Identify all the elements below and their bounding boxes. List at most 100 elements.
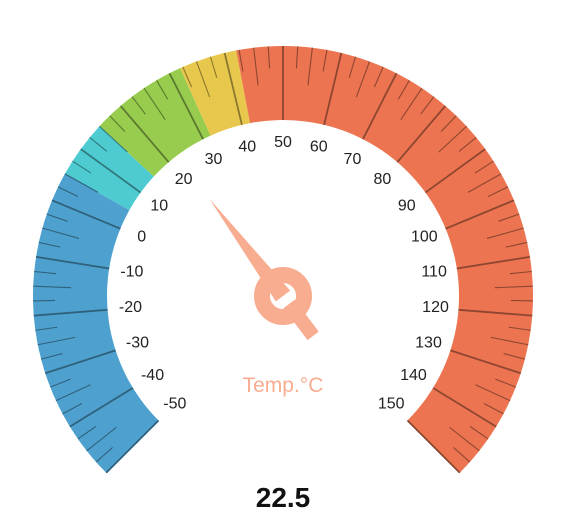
minor-tick: [322, 49, 328, 72]
tick-label: -20: [119, 299, 142, 316]
minor-tick: [77, 425, 97, 440]
minor-tick: [449, 426, 480, 452]
gauge-tick-labels: -50 -40 -30 -20 -10 010 20 30 40 50 60 70 80 90 100 110…: [119, 134, 449, 412]
major-tick: [35, 256, 110, 270]
tick-label: 60: [310, 138, 328, 155]
major-tick: [80, 148, 142, 194]
minor-tick: [72, 160, 92, 174]
minor-tick: [195, 61, 211, 98]
minor-tick: [34, 270, 57, 275]
minor-tick: [483, 402, 504, 415]
gauge-band-2: [99, 68, 211, 177]
minor-tick: [38, 241, 61, 248]
minor-tick: [109, 115, 126, 133]
minor-tick: [42, 227, 80, 239]
major-tick: [51, 199, 121, 230]
minor-tick: [307, 47, 313, 86]
tick-label: 20: [175, 171, 193, 188]
tick-label: 110: [421, 263, 447, 280]
tick-label: 130: [415, 334, 442, 351]
minor-tick: [99, 125, 128, 153]
major-tick: [168, 72, 204, 140]
pointer-hub: [254, 267, 312, 325]
major-tick: [69, 387, 134, 428]
major-tick: [445, 199, 515, 230]
gauge-bands: [32, 45, 534, 473]
gauge-band-0: [32, 173, 159, 473]
gauge-band-3: [180, 50, 251, 136]
tick-label: 150: [378, 395, 405, 412]
minor-tick: [62, 402, 83, 415]
minor-tick: [503, 353, 526, 360]
minor-tick: [400, 87, 423, 121]
tick-label: 70: [344, 151, 362, 168]
minor-tick: [440, 115, 457, 133]
minor-tick: [420, 96, 435, 115]
minor-tick: [33, 285, 72, 289]
minor-tick: [355, 61, 371, 98]
minor-tick: [487, 186, 509, 197]
minor-tick: [495, 378, 517, 388]
pointer-needle: [209, 198, 291, 302]
minor-tick: [238, 49, 244, 72]
minor-tick: [373, 66, 384, 88]
minor-tick: [475, 384, 511, 402]
tick-label: -50: [163, 395, 186, 412]
tick-label: 140: [400, 367, 427, 384]
gauge-pointer: [209, 198, 319, 341]
minor-tick: [490, 336, 529, 346]
major-tick: [223, 52, 243, 126]
gauge-ticks: [33, 46, 533, 474]
major-tick: [458, 308, 533, 317]
minor-tick: [267, 46, 271, 69]
minor-tick: [95, 447, 113, 463]
minor-tick: [131, 96, 146, 115]
minor-tick: [35, 326, 58, 331]
minor-tick: [508, 326, 531, 331]
minor-tick: [182, 66, 193, 88]
minor-tick: [253, 47, 259, 86]
minor-tick: [295, 46, 299, 69]
minor-tick: [486, 227, 524, 239]
minor-tick: [438, 125, 467, 153]
tick-label: 80: [373, 171, 391, 188]
minor-tick: [458, 136, 477, 152]
tick-label: 10: [150, 197, 168, 214]
major-tick: [44, 349, 116, 375]
value-label: 22.5: [256, 482, 311, 513]
minor-tick: [89, 136, 108, 152]
minor-tick: [494, 285, 533, 289]
minor-tick: [505, 241, 528, 248]
minor-tick: [156, 80, 169, 100]
minor-tick: [397, 80, 410, 100]
minor-tick: [55, 384, 91, 402]
unit-label: Temp.°C: [243, 374, 324, 397]
minor-tick: [453, 447, 471, 463]
minor-tick: [474, 160, 494, 174]
major-tick: [323, 52, 343, 126]
minor-tick: [40, 353, 63, 360]
major-tick: [33, 308, 108, 317]
major-tick: [424, 148, 486, 194]
major-tick: [119, 105, 170, 163]
tick-label: 30: [205, 151, 223, 168]
tick-label: 0: [137, 229, 146, 246]
minor-tick: [509, 270, 532, 275]
minor-tick: [467, 173, 502, 193]
tick-label: 90: [398, 197, 416, 214]
minor-tick: [348, 56, 357, 78]
major-tick: [432, 387, 497, 428]
tick-label: -10: [120, 263, 143, 280]
tick-label: 120: [422, 299, 449, 316]
gauge-band-4: [236, 45, 534, 473]
minor-tick: [469, 425, 489, 440]
major-tick: [362, 72, 398, 140]
tick-label: -30: [126, 334, 149, 351]
minor-tick: [46, 213, 68, 222]
minor-tick: [498, 213, 520, 222]
minor-tick: [86, 426, 117, 452]
minor-tick: [143, 87, 166, 121]
gauge-band-1: [64, 126, 154, 211]
